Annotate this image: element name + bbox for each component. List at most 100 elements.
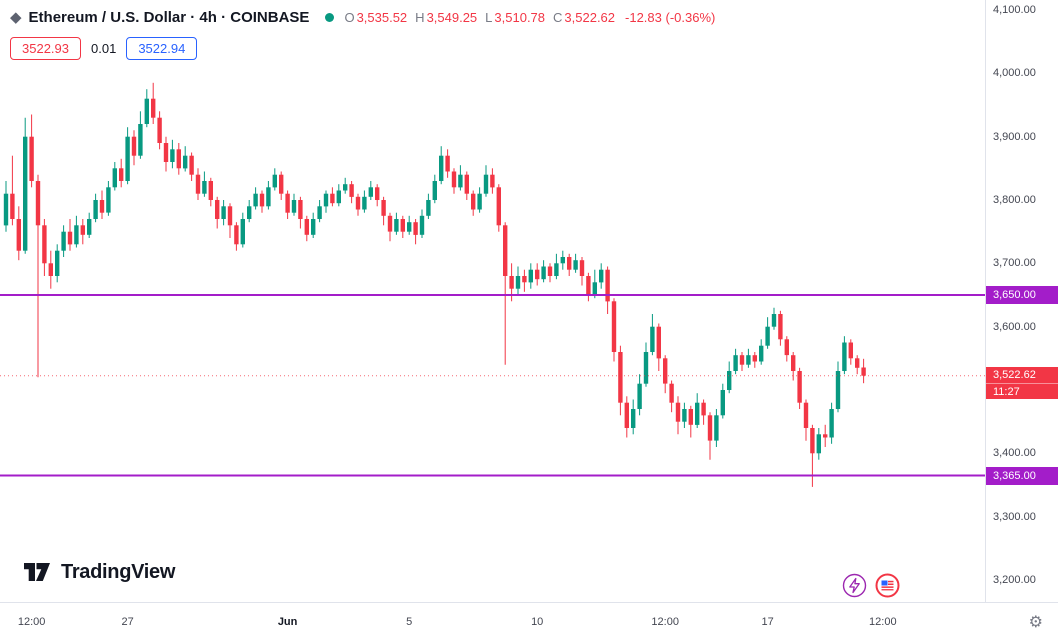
lightning-bolt-icon[interactable] <box>842 573 867 598</box>
open-value: O 3,535.52 <box>344 9 408 25</box>
candle-body <box>541 266 546 280</box>
candle-body <box>67 231 73 245</box>
candle-body <box>727 371 732 390</box>
tradingview-logo[interactable]: TradingView <box>22 560 175 584</box>
candle-body <box>330 193 335 204</box>
level-price-label[interactable]: 3,650.00 <box>986 286 1058 304</box>
candle-body <box>483 174 489 194</box>
candle-body <box>739 355 745 365</box>
candle-body <box>688 409 693 425</box>
candle-body <box>362 196 367 210</box>
candle-body <box>266 187 271 207</box>
candle-body <box>707 415 713 441</box>
candle-body <box>803 402 809 428</box>
symbol-legend[interactable]: ◆ Ethereum / U.S. Dollar · 4h · COINBASE… <box>10 8 715 27</box>
candle-body <box>131 136 137 156</box>
candle-body <box>624 402 629 428</box>
axis-settings-gear-icon[interactable]: ⚙ <box>1028 614 1043 631</box>
candle-body <box>112 168 117 188</box>
time-tick-label: 10 <box>531 616 544 628</box>
candle-body <box>586 276 591 295</box>
candle-body <box>234 225 239 245</box>
ohlc-values: O 3,535.52 H 3,549.25 L 3,510.78 C 3,522.62 … <box>344 10 715 25</box>
candle-body <box>522 276 527 283</box>
candle-body <box>464 174 469 194</box>
candle-body <box>349 184 354 197</box>
candle-body <box>746 355 751 365</box>
candle-body <box>701 402 706 416</box>
price-tick-label: 3,900.00 <box>993 130 1036 143</box>
candle-body <box>394 219 399 232</box>
candle-body <box>797 371 802 403</box>
ethereum-logo-icon: ◆ <box>10 9 22 26</box>
candle-body <box>279 174 284 194</box>
candle-body <box>733 355 738 371</box>
candle-body <box>106 187 111 213</box>
candle-body <box>656 326 661 359</box>
candle-body <box>317 206 322 219</box>
candle-body <box>554 263 559 276</box>
candlestick-chart <box>0 82 985 487</box>
candle-body <box>560 257 565 264</box>
candle-body <box>240 219 245 245</box>
candle-body <box>810 428 815 454</box>
candle-body <box>650 326 655 352</box>
candle-body <box>848 342 853 359</box>
bid-ask-row: 3522.93 0.01 3522.94 <box>10 37 198 60</box>
candle-body <box>835 371 841 409</box>
candle-body <box>784 339 789 356</box>
candle-body <box>816 434 821 454</box>
symbol-title[interactable]: Ethereum / U.S. Dollar · 4h · COINBASE <box>28 8 310 26</box>
candle-body <box>503 225 508 276</box>
candle-body <box>259 193 265 207</box>
chart-plot-area[interactable]: ◆ Ethereum / U.S. Dollar · 4h · COINBASE… <box>0 0 985 602</box>
candle-body <box>477 193 482 210</box>
us-flag-icon[interactable] <box>875 573 900 598</box>
candle-body <box>663 358 668 384</box>
buy-ask-button[interactable]: 3522.94 <box>126 37 198 60</box>
candle-body <box>55 250 60 276</box>
candle-body <box>336 190 341 204</box>
candle-body <box>35 181 41 226</box>
candle-body <box>23 136 28 251</box>
candle-body <box>413 222 418 235</box>
low-value: L 3,510.78 <box>485 9 546 25</box>
candle-body <box>592 282 597 295</box>
candle-body <box>842 342 847 371</box>
candle-body <box>10 193 15 219</box>
candle-body <box>304 219 309 235</box>
candle-body <box>285 193 290 213</box>
candle-body <box>368 187 373 197</box>
time-axis[interactable]: ⚙ 12:00 27 Jun 5 10 12:00 17 12:00 <box>0 602 1058 643</box>
market-open-dot-icon <box>325 12 335 22</box>
price-tick-label: 3,700.00 <box>993 257 1036 270</box>
candle-body <box>714 415 719 441</box>
candle-body <box>605 269 610 302</box>
candle-body <box>61 231 66 251</box>
candle-body <box>535 269 540 280</box>
time-tick-label: 12:00 <box>651 616 679 628</box>
candle-body <box>125 136 130 181</box>
candle-body <box>407 222 412 232</box>
sell-bid-button[interactable]: 3522.93 <box>10 37 81 60</box>
candle-body <box>579 260 585 276</box>
level-price-label[interactable]: 3,365.00 <box>986 466 1058 485</box>
candle-body <box>618 352 623 403</box>
candle-body <box>829 409 834 438</box>
candle-body <box>343 184 348 191</box>
price-axis[interactable]: 4,100.00 4,000.00 3,900.00 3,800.00 3,700.00… <box>985 0 1058 602</box>
candle-body <box>381 200 386 216</box>
candle-body <box>227 206 233 226</box>
price-tick-label: 3,300.00 <box>993 510 1036 523</box>
candle-body <box>74 225 79 245</box>
price-tick-label: 3,600.00 <box>993 320 1036 333</box>
candle-body <box>720 390 725 416</box>
candle-body <box>29 136 34 181</box>
candle-body <box>515 276 521 289</box>
candle-body <box>611 301 617 352</box>
candle-body <box>458 174 463 188</box>
candle-body <box>855 358 860 368</box>
candle-body <box>311 219 316 235</box>
candle-body <box>490 174 495 188</box>
bar-countdown: 11:27 <box>986 382 1058 399</box>
